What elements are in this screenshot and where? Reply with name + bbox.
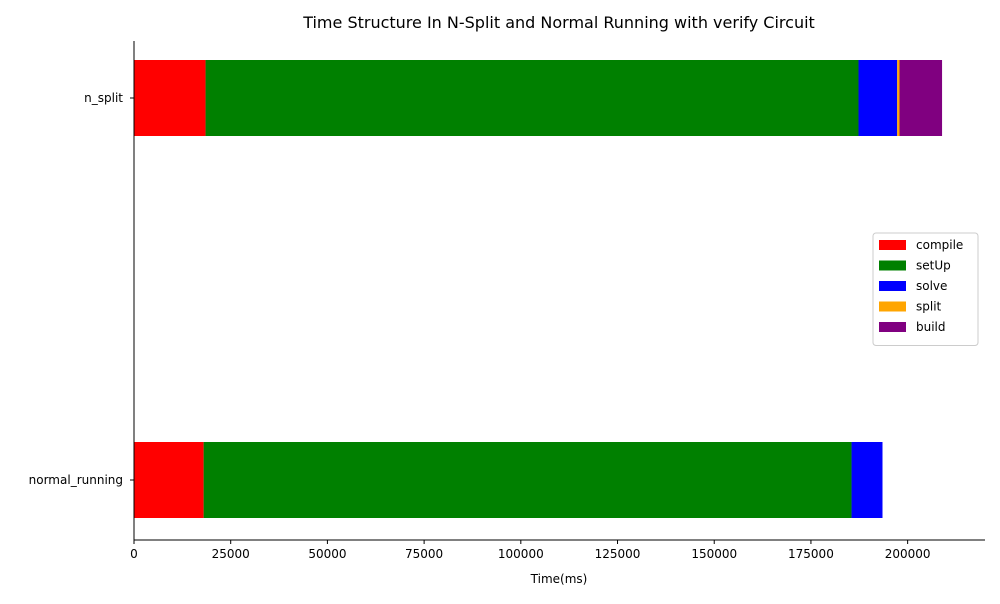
legend-swatch-split xyxy=(879,301,906,312)
bar-normal_running-compile xyxy=(134,442,204,518)
x-tick-label: 50000 xyxy=(308,547,346,561)
bar-n_split-solve xyxy=(858,60,898,136)
bar-n_split-compile xyxy=(134,60,206,136)
y-tick-label: n_split xyxy=(84,91,123,105)
x-tick-label: 200000 xyxy=(885,547,931,561)
bar-n_split-setUp xyxy=(205,60,859,136)
legend-swatch-compile xyxy=(879,240,906,250)
legend-label-split: split xyxy=(916,300,942,314)
bar-normal_running-solve xyxy=(851,442,883,518)
legend-label-build: build xyxy=(916,320,946,334)
x-axis-label: Time(ms) xyxy=(530,572,588,586)
bar-normal_running-setUp xyxy=(203,442,852,518)
x-tick-label: 175000 xyxy=(788,547,834,561)
x-tick-label: 150000 xyxy=(691,547,737,561)
axes-layer: 0 25000 50000 75000 100000 125000 150000 175000… xyxy=(29,41,985,561)
legend-swatch-setUp xyxy=(879,260,906,271)
x-tick-label: 25000 xyxy=(212,547,250,561)
bars-layer xyxy=(134,60,943,518)
x-tick-label: 125000 xyxy=(595,547,641,561)
bar-n_split-build xyxy=(899,60,943,136)
legend-label-solve: solve xyxy=(916,279,947,293)
legend: compile setUp solve split build xyxy=(872,232,979,346)
y-tick-label: normal_running xyxy=(29,473,123,487)
x-tick-label: 0 xyxy=(130,547,138,561)
x-tick-label: 75000 xyxy=(405,547,443,561)
legend-label-setUp: setUp xyxy=(916,259,951,273)
bar-n_split-split xyxy=(897,60,900,136)
x-tick-label: 100000 xyxy=(498,547,544,561)
chart-title: Time Structure In N-Split and Normal Run… xyxy=(302,13,815,32)
legend-swatch-solve xyxy=(879,281,906,291)
legend-label-compile: compile xyxy=(916,238,963,252)
legend-swatch-build xyxy=(879,322,906,332)
